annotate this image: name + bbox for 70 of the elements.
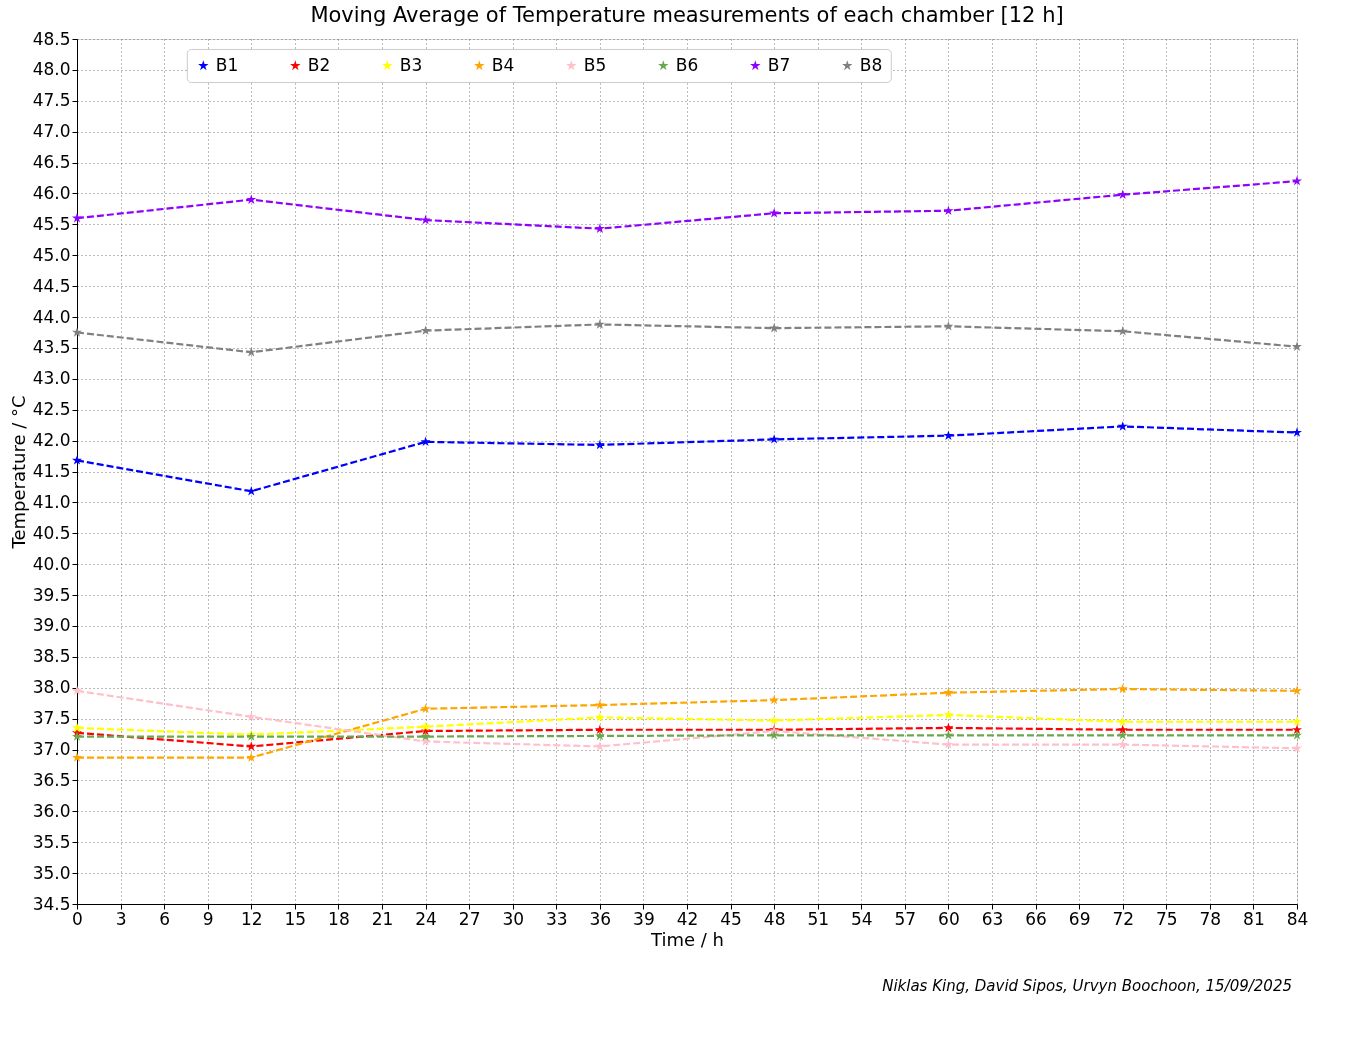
x-tick-label: 51 xyxy=(807,908,830,929)
x-tick-label: 0 xyxy=(72,908,83,929)
x-tick-label: 42 xyxy=(676,908,699,929)
x-tick-label: 39 xyxy=(633,908,655,929)
x-tick-label: 54 xyxy=(850,908,873,929)
y-tick-label: 45.5 xyxy=(32,213,71,234)
y-tick-label: 36.5 xyxy=(32,769,71,790)
y-tick-label: 35.0 xyxy=(32,862,71,883)
legend-label: B5 xyxy=(583,54,607,75)
x-tick-label: 27 xyxy=(458,908,481,929)
y-tick-label: 38.5 xyxy=(32,646,71,667)
y-tick-label: 36.0 xyxy=(32,800,71,821)
x-tick-label: 30 xyxy=(502,908,525,929)
x-axis-title: Time / h xyxy=(650,928,724,950)
legend-label: B1 xyxy=(215,54,239,75)
legend-label: B6 xyxy=(675,54,699,75)
y-tick-label: 37.5 xyxy=(32,708,71,729)
y-tick-label: 41.5 xyxy=(32,461,71,481)
x-tick-label: 60 xyxy=(938,908,960,929)
x-tick-label: 75 xyxy=(1155,908,1178,929)
x-tick-label: 36 xyxy=(589,908,612,929)
y-axis-title: Temperature / °C xyxy=(7,395,29,550)
y-tick-label: 43.0 xyxy=(32,368,71,389)
legend-label: B8 xyxy=(859,54,883,75)
y-tick-label: 47.5 xyxy=(32,90,71,111)
y-tick-label: 39.0 xyxy=(32,615,71,636)
legend-label: B3 xyxy=(399,54,423,75)
x-tick-label: 72 xyxy=(1112,908,1135,929)
y-tick-label: 44.0 xyxy=(32,306,71,327)
chart-title: Moving Average of Temperature measurements of each chamber [12 h] xyxy=(310,3,1064,27)
x-tick-label: 81 xyxy=(1243,908,1265,929)
x-tick-label: 21 xyxy=(371,908,394,929)
x-tick-label: 57 xyxy=(894,908,917,929)
x-tick-label: 45 xyxy=(720,908,742,929)
legend-label: B7 xyxy=(767,54,791,75)
y-tick-label: 47.0 xyxy=(32,121,71,142)
y-tick-label: 39.5 xyxy=(32,584,71,605)
x-tick-label: 78 xyxy=(1199,908,1222,929)
legend-label: B2 xyxy=(307,54,331,75)
legend-label: B4 xyxy=(491,54,515,75)
y-tick-label: 41.0 xyxy=(32,491,71,512)
x-tick-label: 15 xyxy=(284,908,307,929)
x-tick-label: 63 xyxy=(981,908,1004,929)
y-tick-label: 46.5 xyxy=(32,152,71,173)
x-tick-label: 24 xyxy=(415,908,437,929)
x-tick-label: 84 xyxy=(1286,908,1309,929)
x-tick-label: 33 xyxy=(545,908,568,929)
y-tick-label: 48.0 xyxy=(32,59,71,80)
y-tick-label: 40.0 xyxy=(32,553,71,574)
x-tick-label: 48 xyxy=(763,908,786,929)
y-tick-label: 46.0 xyxy=(32,182,71,203)
y-tick-label: 35.5 xyxy=(32,831,71,852)
y-tick-label: 48.5 xyxy=(32,28,71,49)
y-tick-label: 42.5 xyxy=(32,399,71,420)
x-tick-label: 69 xyxy=(1068,908,1091,929)
y-tick-label: 37.0 xyxy=(32,739,71,760)
y-tick-label: 44.5 xyxy=(32,275,71,296)
y-tick-label: 45.0 xyxy=(32,244,71,265)
x-tick-label: 66 xyxy=(1025,908,1047,929)
x-tick-label: 6 xyxy=(159,908,171,929)
y-tick-label: 34.5 xyxy=(32,893,71,914)
y-tick-label: 40.5 xyxy=(32,522,71,543)
text: Niklas King, David Sipos, Urvyn Boochoon, 15/09/2025 xyxy=(882,977,1292,995)
x-tick-label: 18 xyxy=(328,908,350,929)
x-tick-label: 12 xyxy=(240,908,263,929)
y-tick-label: 43.5 xyxy=(32,337,71,358)
y-tick-label: 38.0 xyxy=(32,677,71,698)
x-tick-label: 9 xyxy=(202,908,214,929)
y-tick-label: 42.0 xyxy=(32,430,71,451)
x-tick-label: 3 xyxy=(115,908,127,929)
